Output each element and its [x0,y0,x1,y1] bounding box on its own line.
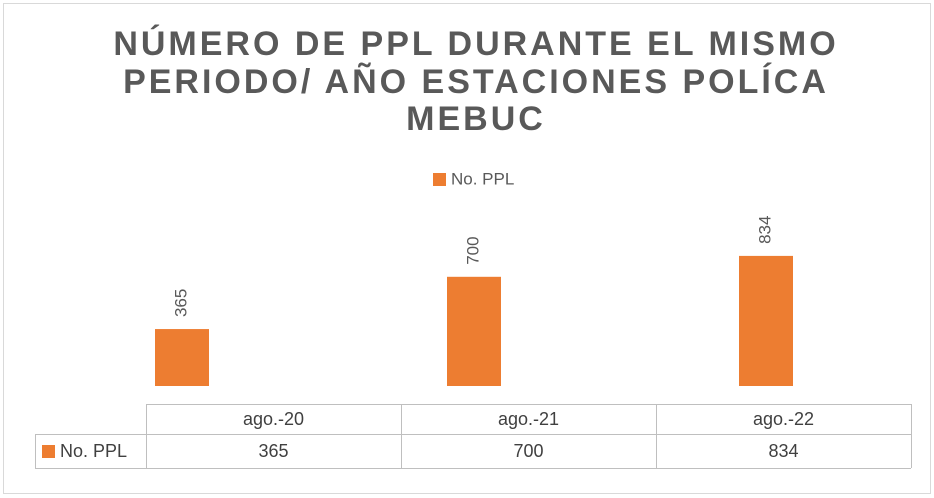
bar [739,255,793,386]
chart-border [3,3,931,494]
legend-key [433,173,446,186]
chart-title: NÚMERO DE PPL DURANTE EL MISMO [113,25,838,63]
table-value: 700 [513,441,543,461]
table-value: 365 [258,441,288,461]
table-header: ago.-20 [243,409,304,429]
chart-title: PERIODO/ AÑO ESTACIONES POLÍCA [123,63,829,101]
data-label: 700 [463,236,482,264]
table-row-label: No. PPL [60,441,127,461]
table-value: 834 [768,441,798,461]
chart-title: MEBUC [406,100,546,138]
table-legend-key [42,445,55,458]
data-label: 365 [171,289,190,317]
table-header: ago.-22 [753,409,814,429]
bar [155,329,209,386]
data-label: 834 [755,216,774,244]
table-header: ago.-21 [498,409,559,429]
bar [447,276,501,386]
legend-label: No. PPL [451,169,514,188]
